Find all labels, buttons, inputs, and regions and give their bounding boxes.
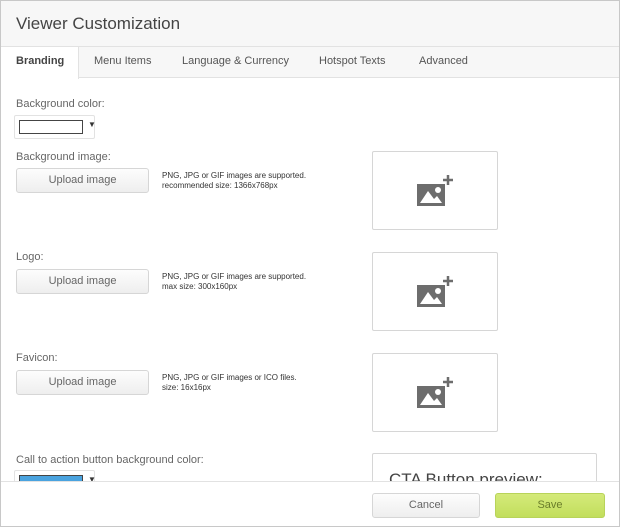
upload-favicon-button[interactable]: Upload image	[16, 370, 149, 395]
add-image-icon	[417, 276, 453, 307]
tab-branding[interactable]: Branding	[1, 47, 79, 79]
note-line: size: 16x16px	[162, 383, 211, 392]
cancel-button[interactable]: Cancel	[372, 493, 480, 518]
tab-language-currency[interactable]: Language & Currency	[182, 55, 290, 67]
add-image-icon	[417, 377, 453, 408]
note-line: PNG, JPG or GIF images are supported.	[162, 272, 307, 281]
upload-logo-button[interactable]: Upload image	[16, 269, 149, 294]
save-button[interactable]: Save	[495, 493, 605, 518]
note-line: PNG, JPG or GIF images or ICO files.	[162, 373, 297, 382]
background-image-label: Background image:	[16, 151, 111, 163]
favicon-note: PNG, JPG or GIF images or ICO files. size…	[162, 373, 297, 393]
background-color-picker[interactable]: ▼	[14, 115, 96, 139]
background-color-label: Background color:	[16, 98, 105, 110]
note-line: max size: 300x160px	[162, 282, 238, 291]
favicon-preview[interactable]	[372, 353, 498, 432]
tab-menu-items[interactable]: Menu Items	[94, 55, 152, 67]
background-image-preview[interactable]	[372, 151, 498, 230]
caret-down-icon: ▼	[88, 475, 96, 484]
upload-background-image-button[interactable]: Upload image	[16, 168, 149, 193]
note-line: PNG, JPG or GIF images are supported.	[162, 171, 307, 180]
logo-note: PNG, JPG or GIF images are supported. max…	[162, 272, 306, 292]
tab-hotspot-texts[interactable]: Hotspot Texts	[319, 55, 386, 67]
background-image-note: PNG, JPG or GIF images are supported. rec…	[162, 171, 306, 191]
dialog-header: Viewer Customization	[1, 1, 619, 47]
logo-label: Logo:	[16, 251, 44, 263]
dialog-footer: Cancel Save	[1, 481, 619, 526]
page-title: Viewer Customization	[16, 14, 181, 33]
color-swatch	[19, 120, 83, 134]
tab-bar: Branding Menu Items Language & Currency …	[1, 47, 619, 79]
logo-preview[interactable]	[372, 252, 498, 331]
favicon-label: Favicon:	[16, 352, 58, 364]
caret-down-icon: ▼	[88, 120, 96, 129]
note-line: recommended size: 1366x768px	[162, 181, 278, 190]
cta-color-label: Call to action button background color:	[16, 454, 204, 466]
tab-advanced[interactable]: Advanced	[419, 55, 468, 67]
add-image-icon	[417, 175, 453, 206]
